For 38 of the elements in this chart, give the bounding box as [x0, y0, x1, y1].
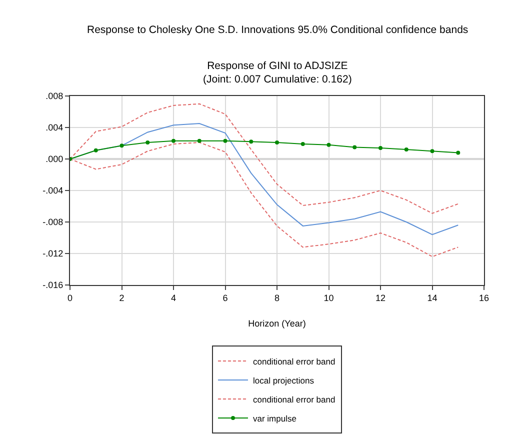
point: [249, 140, 254, 144]
x-tick-label: 16: [478, 292, 490, 303]
y-tick-label: -.008: [42, 217, 64, 228]
legend-label: conditional error band: [253, 394, 336, 404]
point: [326, 142, 331, 147]
x-tick-label: 4: [170, 292, 176, 303]
point: [146, 140, 150, 144]
legend-label: var impulse: [253, 413, 297, 424]
x-tick-label: 14: [427, 292, 438, 303]
x-tick-label: 10: [324, 292, 334, 303]
point: [430, 149, 434, 154]
point: [456, 150, 460, 155]
point: [197, 138, 202, 143]
point: [352, 145, 357, 150]
x-tick-label: 12: [375, 292, 386, 303]
y-tick-label: -.004: [42, 186, 64, 196]
x-axis-title: Horizon (Year): [248, 318, 306, 329]
y-tick-label: .004: [46, 122, 64, 133]
y-tick-label: .008: [46, 91, 64, 102]
y-tick-label: .000: [46, 154, 64, 164]
point: [120, 144, 124, 148]
legend-label: local projections: [253, 375, 314, 386]
point: [172, 138, 176, 143]
point: [300, 142, 305, 146]
point: [223, 138, 228, 143]
y-tick-label: -.012: [42, 248, 64, 259]
chart-title: Response to Cholesky One S.D. Innovations 95.0% Conditional confidence bands: [87, 24, 468, 36]
point: [378, 146, 382, 150]
x-tick-label: 8: [274, 292, 280, 303]
chart-subtitle: Response of GINI to ADJSIZE (Joint: 0.007 Cumulative: 0.162): [203, 60, 352, 86]
y-tick-label: -.016: [42, 280, 64, 290]
x-tick-label: 2: [119, 292, 124, 303]
x-tick-label: 6: [222, 292, 228, 303]
legend-label: conditional error band: [253, 356, 336, 366]
point: [275, 140, 279, 144]
point: [404, 148, 408, 152]
point: [94, 148, 98, 152]
x-tick-label: 0: [67, 292, 73, 303]
